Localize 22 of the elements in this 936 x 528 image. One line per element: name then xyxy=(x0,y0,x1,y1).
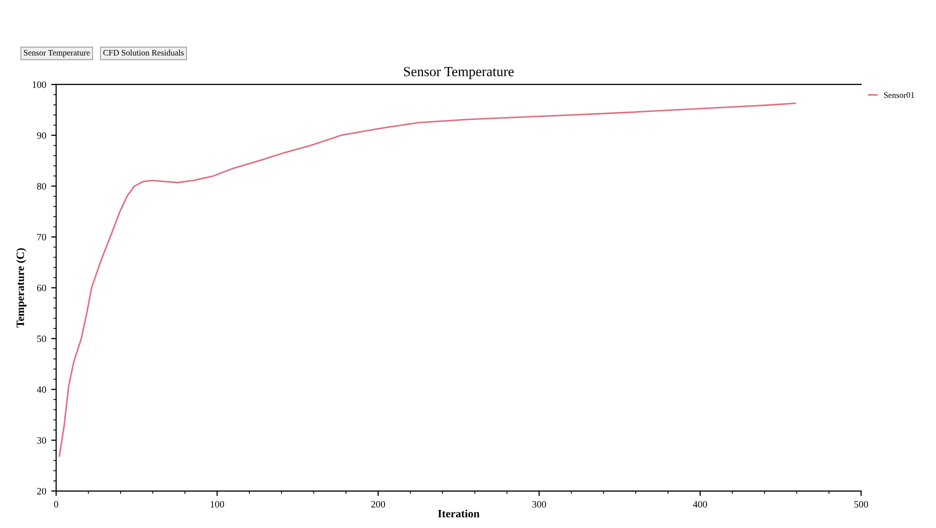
chart-title: Sensor Temperature xyxy=(404,66,514,80)
y-tick-label: 90 xyxy=(37,132,46,139)
text: Sensor Temperature xyxy=(24,50,90,58)
x-axis-title: Iteration xyxy=(438,510,480,518)
y-tick-label: 80 xyxy=(37,183,46,190)
x-tick-label: 0 xyxy=(54,501,58,508)
x-tick-label: 300 xyxy=(532,501,546,508)
y-tick-label: 40 xyxy=(36,386,46,393)
y-axis-title: Temperature (C) xyxy=(16,248,26,328)
y-tick-label: 20 xyxy=(37,488,46,495)
y-tick-label: 70 xyxy=(37,234,46,240)
y-tick-label: 100 xyxy=(32,81,46,88)
line-series xyxy=(58,102,796,457)
x-tick-label: 200 xyxy=(371,501,386,508)
x-tick-label: 500 xyxy=(854,501,868,508)
y-tick-label: 60 xyxy=(37,284,46,292)
legend-label: Sensor01 xyxy=(884,92,914,98)
x-tick-label: 100 xyxy=(210,501,224,508)
text: CFD Solution Residuals xyxy=(103,50,184,56)
y-tick-label: 30 xyxy=(37,437,46,444)
x-tick-label: 400 xyxy=(693,501,708,508)
y-tick-label: 50 xyxy=(37,335,46,342)
